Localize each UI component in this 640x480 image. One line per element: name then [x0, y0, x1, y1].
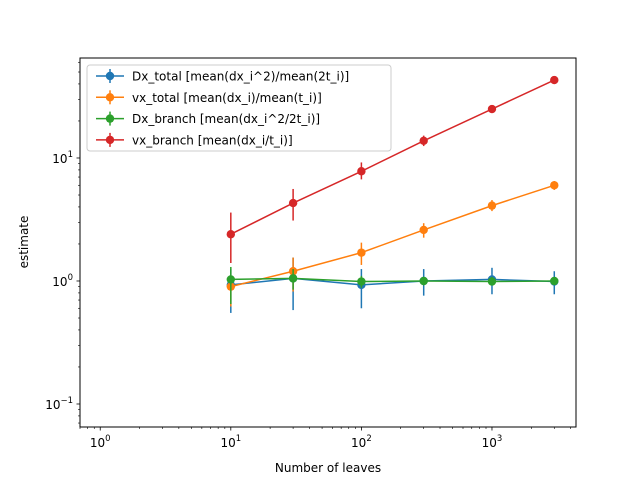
legend-marker [105, 71, 115, 81]
legend-marker [105, 135, 115, 145]
y-tick-label: 100 [52, 273, 73, 289]
legend-label: vx_branch [mean(dx_i/t_i)] [132, 133, 293, 147]
data-point [357, 167, 366, 176]
data-point [487, 104, 497, 114]
data-point [288, 274, 298, 283]
y-tick-label: 10−1 [45, 396, 73, 412]
legend-box [86, 64, 392, 152]
plot-frame [79, 57, 577, 428]
legend-marker [105, 114, 115, 123]
x-tick-label: 101 [220, 434, 241, 450]
data-point [419, 276, 428, 286]
data-point [419, 225, 428, 235]
y-axis-ticks: 10−1 100 101 [45, 61, 80, 424]
data-point [226, 230, 236, 239]
data-point [550, 276, 559, 286]
legend-marker [105, 93, 115, 102]
legend-entry: vx_total [mean(dx_i)/mean(t_i)] [96, 90, 322, 105]
data-point [487, 277, 497, 286]
data-point [487, 201, 497, 210]
data-point [226, 275, 236, 284]
legend-entry: Dx_total [mean(dx_i^2)/mean(2t_i)] [96, 69, 349, 84]
x-axis-ticks: 100 101 102 103 [79, 427, 571, 450]
y-tick-label: 101 [52, 150, 73, 166]
x-axis-label: Number of leaves [275, 461, 381, 475]
x-tick-label: 100 [90, 434, 111, 450]
data-point [419, 136, 428, 145]
plot-marks [226, 75, 559, 313]
y-axis-label: estimate [17, 216, 31, 269]
data-point [288, 198, 298, 208]
data-point [550, 181, 559, 190]
x-tick-label: 102 [351, 434, 372, 450]
x-tick-label: 103 [482, 434, 503, 450]
series-4 [226, 75, 559, 264]
legend: Dx_total [mean(dx_i^2)/mean(2t_i)] vx_tot… [86, 64, 392, 152]
data-point [357, 277, 366, 286]
legend-entry: vx_branch [mean(dx_i/t_i)] [96, 132, 293, 147]
series-line [230, 184, 555, 288]
legend-label: vx_total [mean(dx_i)/mean(t_i)] [132, 91, 322, 105]
series-3 [226, 266, 559, 304]
series-line [230, 277, 555, 283]
series-line [230, 277, 555, 286]
data-point [357, 248, 366, 257]
legend-label: Dx_total [mean(dx_i^2)/mean(2t_i)] [132, 70, 349, 84]
legend-entry: Dx_branch [mean(dx_i^2/2t_i)] [96, 111, 320, 126]
data-point [550, 75, 559, 85]
series-line [230, 79, 555, 235]
legend-label: Dx_branch [mean(dx_i^2/2t_i)] [132, 112, 320, 126]
